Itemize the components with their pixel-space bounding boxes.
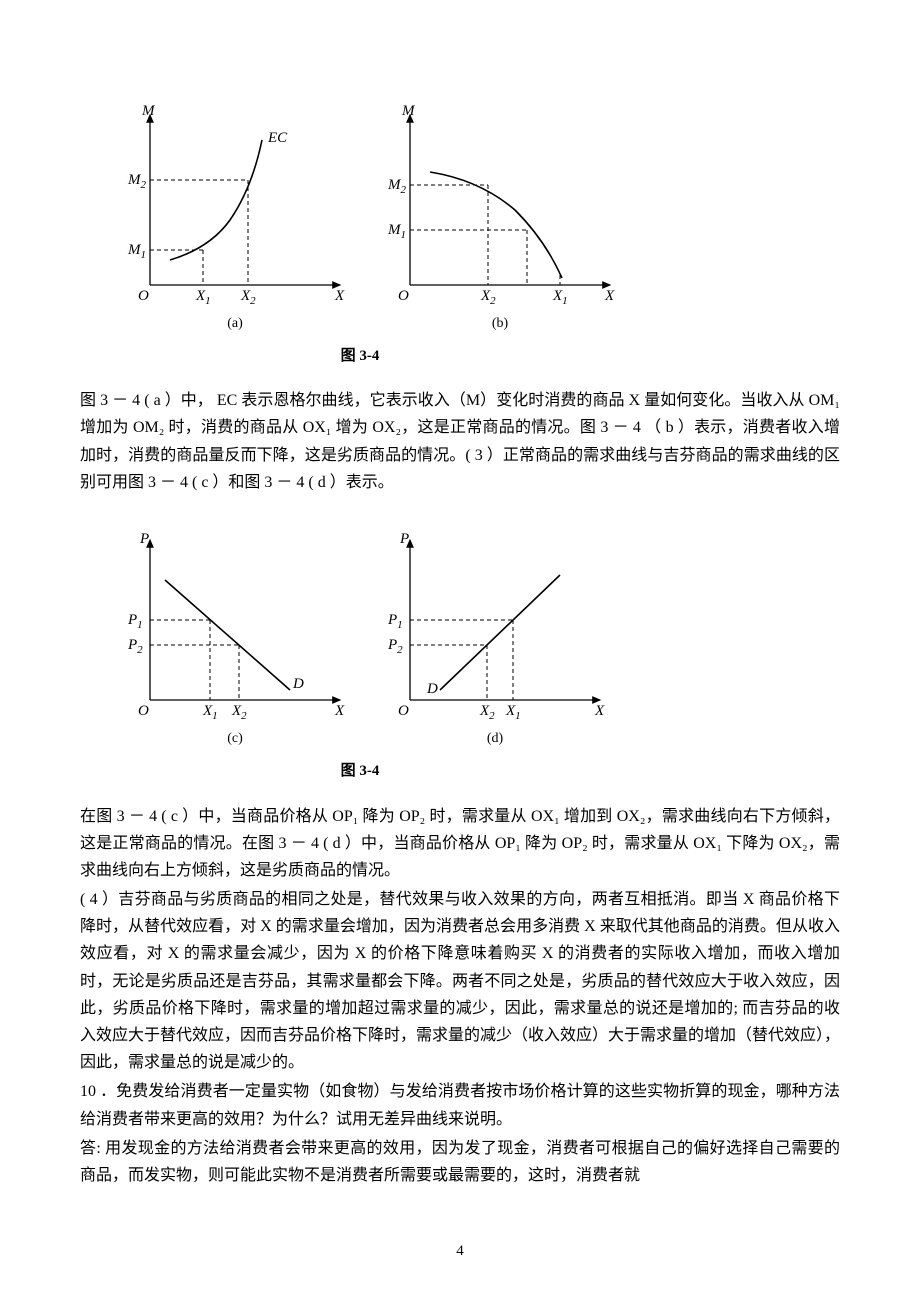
axis-label-p: P xyxy=(399,531,409,547)
chart-d: P X O D P1 P2 X2 X1 (d) xyxy=(370,525,620,751)
axis-label-x: X xyxy=(604,288,615,304)
svg-text:P1: P1 xyxy=(387,612,403,631)
paragraph-1: 图 3 － 4 ( a ）中， EC 表示恩格尔曲线，它表示收入（M）变化时消费… xyxy=(80,387,840,496)
figure-3-4-cd: P X O D P1 P2 X1 X2 (c) P X O D xyxy=(110,525,840,751)
axis-label-p: P xyxy=(139,531,149,547)
curve-label-d: D xyxy=(292,676,304,692)
svg-text:M2: M2 xyxy=(387,177,407,196)
figure-caption-1: 图 3-4 xyxy=(110,344,610,370)
svg-text:X2: X2 xyxy=(240,288,256,307)
page-number: 4 xyxy=(80,1239,840,1265)
origin-label: O xyxy=(398,703,409,719)
figure-3-4-ab: M X O EC M1 M2 X1 X2 (a) M X O xyxy=(110,100,840,336)
origin-label: O xyxy=(138,288,149,304)
curve-label-d: D xyxy=(426,681,438,697)
svg-text:P1: P1 xyxy=(127,612,143,631)
svg-text:X1: X1 xyxy=(202,703,218,722)
svg-text:P2: P2 xyxy=(127,637,143,656)
tick-p1: P xyxy=(387,612,397,628)
answer-10: 答: 用发现金的方法给消费者会带来更高的效用，因为发了现金，消费者可根据自己的偏… xyxy=(80,1135,840,1189)
svg-text:M1: M1 xyxy=(387,222,406,241)
svg-text:X2: X2 xyxy=(231,703,247,722)
figure-caption-2: 图 3-4 xyxy=(110,759,610,785)
sublabel-a: (a) xyxy=(110,312,360,336)
paragraph-2: 在图 3 － 4 ( c ）中，当商品价格从 OP₁ 降为 OP₂ 时，需求量从… xyxy=(80,803,840,885)
svg-text:P2: P2 xyxy=(387,637,403,656)
svg-text:M1: M1 xyxy=(127,242,146,261)
svg-text:X1: X1 xyxy=(505,703,521,722)
curve-label-ec: EC xyxy=(267,130,288,146)
tick-p2: P xyxy=(387,637,397,653)
svg-text:X2: X2 xyxy=(479,703,495,722)
axis-label-x: X xyxy=(334,288,345,304)
svg-text:M2: M2 xyxy=(127,172,147,191)
svg-text:X2: X2 xyxy=(480,288,496,307)
svg-text:X1: X1 xyxy=(552,288,568,307)
svg-text:X1: X1 xyxy=(195,288,211,307)
chart-c: P X O D P1 P2 X1 X2 (c) xyxy=(110,525,360,751)
chart-a: M X O EC M1 M2 X1 X2 (a) xyxy=(110,100,360,336)
sublabel-b: (b) xyxy=(370,312,630,336)
sublabel-c: (c) xyxy=(110,727,360,751)
axis-label-m: M xyxy=(141,103,156,119)
tick-p1: P xyxy=(127,612,137,628)
sublabel-d: (d) xyxy=(370,727,620,751)
origin-label: O xyxy=(138,703,149,719)
question-10: 10 ．免费发给消费者一定量实物（如食物）与发给消费者按市场价格计算的这些实物折… xyxy=(80,1078,840,1132)
axis-label-x: X xyxy=(594,703,605,719)
paragraph-3: ( 4 ）吉芬商品与劣质商品的相同之处是，替代效果与收入效果的方向，两者互相抵消… xyxy=(80,886,840,1076)
axis-label-x: X xyxy=(334,703,345,719)
axis-label-m: M xyxy=(401,103,416,119)
origin-label: O xyxy=(398,288,409,304)
tick-p2: P xyxy=(127,637,137,653)
chart-b: M X O M1 M2 X2 X1 (b) xyxy=(370,100,630,336)
